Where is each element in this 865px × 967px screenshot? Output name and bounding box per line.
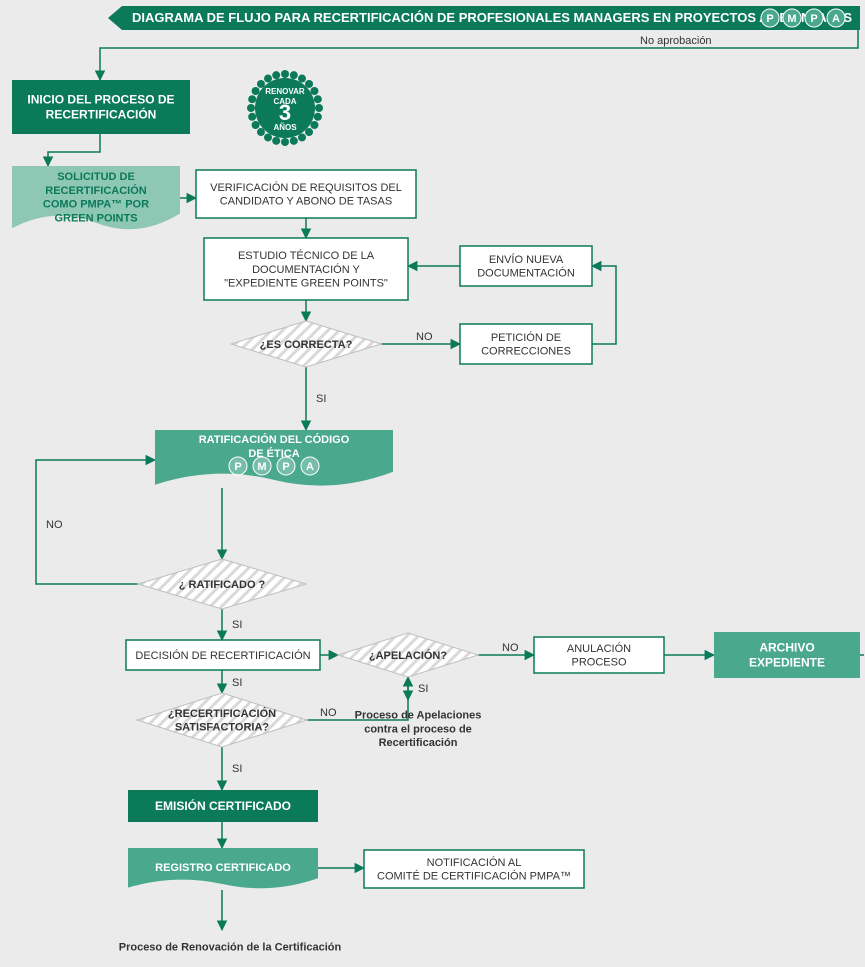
verif: VERIFICACIÓN DE REQUISITOS DEL CANDIDATO … [196, 170, 416, 218]
edge-label: NO [320, 707, 337, 719]
pmpa-letter: P [234, 461, 241, 473]
edge-label: SI [418, 683, 428, 695]
node-text: DOCUMENTACIÓN Y [252, 263, 360, 276]
node-text: ¿ RATIFICADO ? [179, 579, 266, 591]
node-text: ¿APELACIÓN? [369, 649, 448, 662]
node-text: DOCUMENTACIÓN [477, 267, 575, 280]
node-text: GREEN POINTS [54, 212, 137, 224]
solicitud: SOLICITUD DERECERTIFICACIÓN COMO PMPA™ PO… [12, 166, 180, 229]
node-text: CANDIDATO Y ABONO DE TASAS [220, 196, 392, 208]
node-text: DECISIÓN DE RECERTIFICACIÓN [135, 649, 310, 662]
node-text: VERIFICACIÓN DE REQUISITOS DEL [210, 181, 402, 194]
apel: ¿APELACIÓN? [338, 633, 478, 677]
ratif: RATIFICACIÓN DEL CÓDIGODE ÉTICAPMPA [155, 430, 393, 486]
node-text: RATIFICACIÓN DEL CÓDIGO [199, 433, 350, 446]
node-text: ENVÍO NUEVA [489, 253, 564, 266]
procApel: Proceso de Apelacionescontra el proceso … [355, 710, 482, 750]
decision: DECISIÓN DE RECERTIFICACIÓN [126, 640, 320, 670]
procRenov: Proceso de Renovación de la Certificació… [119, 942, 342, 954]
edge-label: NO [502, 642, 519, 654]
edge [100, 30, 858, 80]
banner-title: DIAGRAMA DE FLUJO PARA RECERTIFICACIÓN D… [132, 10, 852, 25]
node-text: COMITÉ DE CERTIFICACIÓN PMPA™ [377, 870, 571, 883]
edge-label: SI [232, 763, 242, 775]
banner-pmpa-letter: A [832, 13, 840, 25]
node-text: PROCESO [571, 657, 626, 669]
edge-label: No aprobación [640, 35, 712, 47]
node-text: Proceso de Apelaciones [355, 710, 482, 722]
edge-label: SI [232, 677, 242, 689]
node-text: DE ÉTICA [248, 447, 299, 460]
anul: ANULACIÓN PROCESO [534, 637, 664, 673]
badge-line: AÑOS [273, 123, 297, 132]
edge-label: NO [416, 331, 433, 343]
notif: NOTIFICACIÓN ALCOMITÉ DE CERTIFICACIÓN P… [364, 850, 584, 888]
node-text: Recertificación [379, 737, 458, 749]
edge [48, 134, 100, 166]
node-text: RECERTIFICACIÓN [45, 184, 147, 197]
pmpa-letter: P [282, 461, 289, 473]
edge [592, 266, 616, 344]
banner-pmpa-letter: M [787, 13, 796, 25]
node-text: ESTUDIO TÉCNICO DE LA [238, 249, 375, 262]
satisf: ¿RECERTIFICACIÓN SATISFACTORIA? [137, 693, 307, 747]
estudio: ESTUDIO TÉCNICO DE LADOCUMENTACIÓN Y "EXP… [204, 238, 408, 300]
node-text: SATISFACTORIA? [175, 722, 270, 734]
pmpa-letter: M [257, 461, 266, 473]
edge-label: SI [316, 393, 326, 405]
renew-badge: RENOVARCADA3AÑOS [247, 70, 323, 146]
node-text: ¿RECERTIFICACIÓN [168, 707, 276, 720]
node-text: RECERTIFICACIÓN [46, 107, 157, 122]
node-text: COMO PMPA™ POR [43, 199, 149, 211]
badge-line: RENOVAR [265, 87, 305, 96]
registro: REGISTRO CERTIFICADO [128, 848, 318, 888]
node-text: Proceso de Renovación de la Certificació… [119, 942, 342, 954]
node-text: "EXPEDIENTE GREEN POINTS" [224, 278, 388, 290]
node-text: NOTIFICACIÓN AL [427, 856, 522, 869]
envio: ENVÍO NUEVADOCUMENTACIÓN [460, 246, 592, 286]
banner-pmpa-letter: P [810, 13, 817, 25]
banner-pmpa-letter: P [766, 13, 773, 25]
node-text: contra el proceso de [364, 723, 472, 735]
edge-label: NO [46, 519, 63, 531]
archivo: ARCHIVOEXPEDIENTE [714, 632, 860, 678]
badge-line: 3 [279, 100, 291, 125]
ratificado: ¿ RATIFICADO ? [138, 559, 306, 609]
pmpa-letter: A [306, 461, 314, 473]
node-text: INICIO DEL PROCESO DE [27, 93, 174, 107]
node-text: ANULACIÓN [567, 642, 631, 655]
node-text: REGISTRO CERTIFICADO [155, 862, 291, 874]
node-text: ¿ES CORRECTA? [260, 339, 353, 351]
node-text: CORRECCIONES [481, 346, 571, 358]
node-text: ARCHIVO [759, 641, 814, 655]
edge-label: SI [232, 619, 242, 631]
peticion: PETICIÓN DE CORRECCIONES [460, 324, 592, 364]
node-text: SOLICITUD DE [57, 171, 135, 183]
inicio: INICIO DEL PROCESO DERECERTIFICACIÓN [12, 80, 190, 134]
correcta: ¿ES CORRECTA? [231, 321, 381, 367]
node-text: EXPEDIENTE [749, 656, 825, 670]
flowchart-canvas: DIAGRAMA DE FLUJO PARA RECERTIFICACIÓN D… [0, 0, 865, 967]
node-text: EMISIÓN CERTIFICADO [155, 798, 291, 813]
node-text: PETICIÓN DE [491, 331, 561, 344]
emision: EMISIÓN CERTIFICADO [128, 790, 318, 822]
